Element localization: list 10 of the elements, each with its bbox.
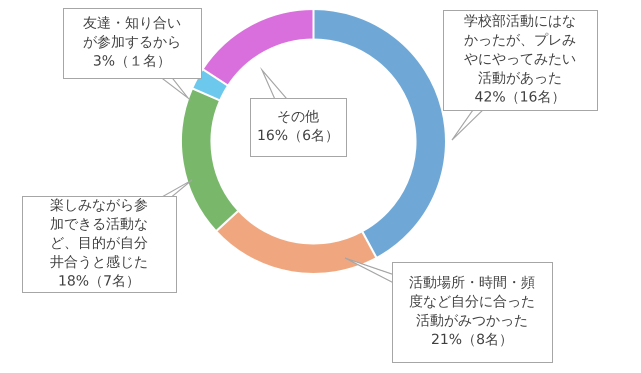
data-label: 16%（6名） [256, 128, 340, 144]
slice-label: 活動場所・時間・頻度など自分に合った活動がみつかった [409, 275, 535, 330]
slice-label: 学校部活動にはなかったが、プレみやにやってみたい活動があった [464, 14, 576, 87]
data-label: 3%（１名） [92, 54, 172, 70]
slice-label: 楽しみながら参加できる活動など、目的が自分井合うと感じた [50, 198, 148, 271]
slice-label: その他 [277, 109, 319, 126]
data-label: 42%（16名） [474, 90, 566, 106]
slice-label: 友達・知り合いが参加するから [83, 16, 181, 51]
data-label: 21%（8名） [430, 332, 514, 348]
data-label: 18%（7名） [58, 274, 140, 290]
